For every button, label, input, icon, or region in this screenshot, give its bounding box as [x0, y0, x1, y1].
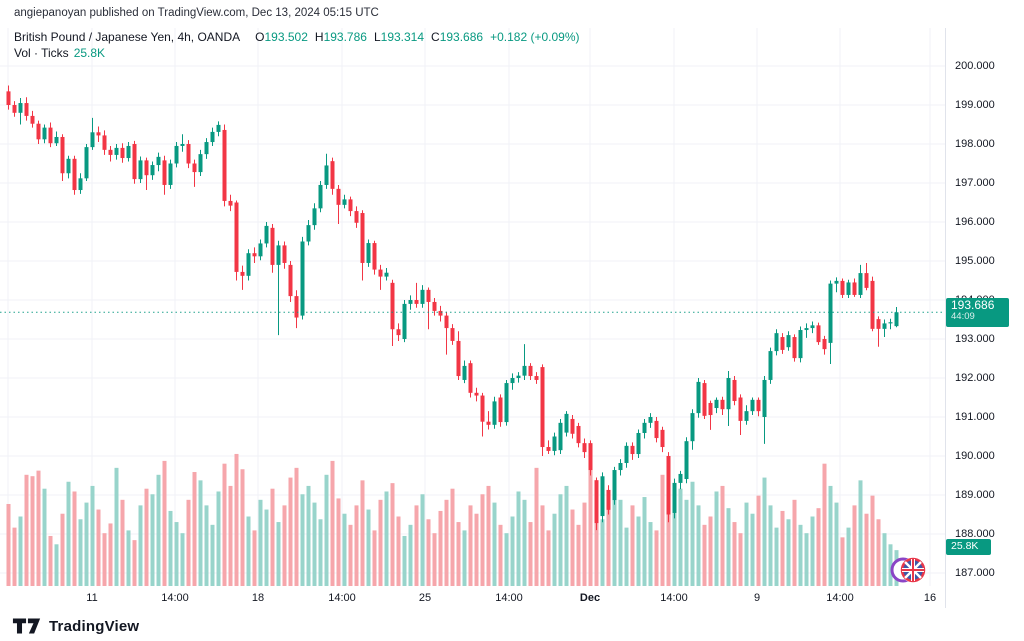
time-tick-label: Dec: [579, 592, 601, 604]
time-tick-label: 16: [923, 592, 937, 604]
time-tick-label: 14:00: [495, 592, 523, 604]
volume-legend: Vol · Ticks 25.8K: [14, 46, 105, 60]
high-value: 193.786: [323, 30, 367, 44]
price-tick-label: 198.000: [955, 138, 995, 150]
open-value: 193.502: [264, 30, 308, 44]
price-tick-label: 189.000: [955, 489, 995, 501]
price-tick-label: 197.000: [955, 177, 995, 189]
time-tick-label: 9: [753, 592, 761, 604]
price-tick-label: 188.000: [955, 528, 995, 540]
price-tick-label: 195.000: [955, 255, 995, 267]
price-tick-label: 200.000: [955, 60, 995, 72]
close-label: C: [431, 30, 440, 44]
high-label: H: [314, 30, 324, 44]
price-tick-label: 192.000: [955, 372, 995, 384]
time-tick-label: 14:00: [826, 592, 854, 604]
price-tick-label: 187.000: [955, 567, 995, 579]
volume-label: Vol · Ticks: [14, 46, 69, 60]
time-tick-label: 25: [418, 592, 432, 604]
chart-legend: British Pound / Japanese Yen, 4h, OANDA O…: [14, 30, 580, 44]
price-axis-separator: [945, 28, 946, 608]
current-price-badge: 193.686 44:09: [946, 298, 1009, 327]
tradingview-brand-text: TradingView: [49, 617, 140, 635]
open-label: O: [255, 30, 265, 44]
price-tick-label: 190.000: [955, 450, 995, 462]
low-label: L: [373, 30, 381, 44]
current-price-value: 193.686: [951, 298, 995, 312]
time-tick-label: 18: [251, 592, 265, 604]
price-tick-label: 193.000: [955, 333, 995, 345]
change-value: +0.182 (+0.09%): [490, 30, 580, 44]
bar-countdown: 44:09: [951, 311, 975, 323]
ohlc-values: O193.502 H193.786 L193.314 C193.686 +0.182 (…: [248, 30, 579, 44]
tradingview-logo-icon: [12, 618, 41, 634]
symbol-title[interactable]: British Pound / Japanese Yen, 4h, OANDA: [14, 30, 241, 44]
time-tick-label: 14:00: [660, 592, 688, 604]
low-value: 193.314: [380, 30, 425, 44]
currency-pair-flags-icon: [890, 557, 926, 583]
time-tick-label: 14:00: [161, 592, 189, 604]
price-tick-label: 191.000: [955, 411, 995, 423]
footer-brand[interactable]: TradingView: [12, 612, 139, 640]
volume-value: 25.8K: [73, 46, 106, 60]
time-tick-label: 14:00: [328, 592, 356, 604]
price-tick-label: 196.000: [955, 216, 995, 228]
close-value: 193.686: [439, 30, 484, 44]
price-tick-label: 199.000: [955, 99, 995, 111]
volume-badge: 25.8K: [946, 539, 991, 555]
time-tick-label: 11: [86, 592, 98, 604]
publisher-line: angiepanoyan published on TradingView.co…: [14, 7, 379, 19]
